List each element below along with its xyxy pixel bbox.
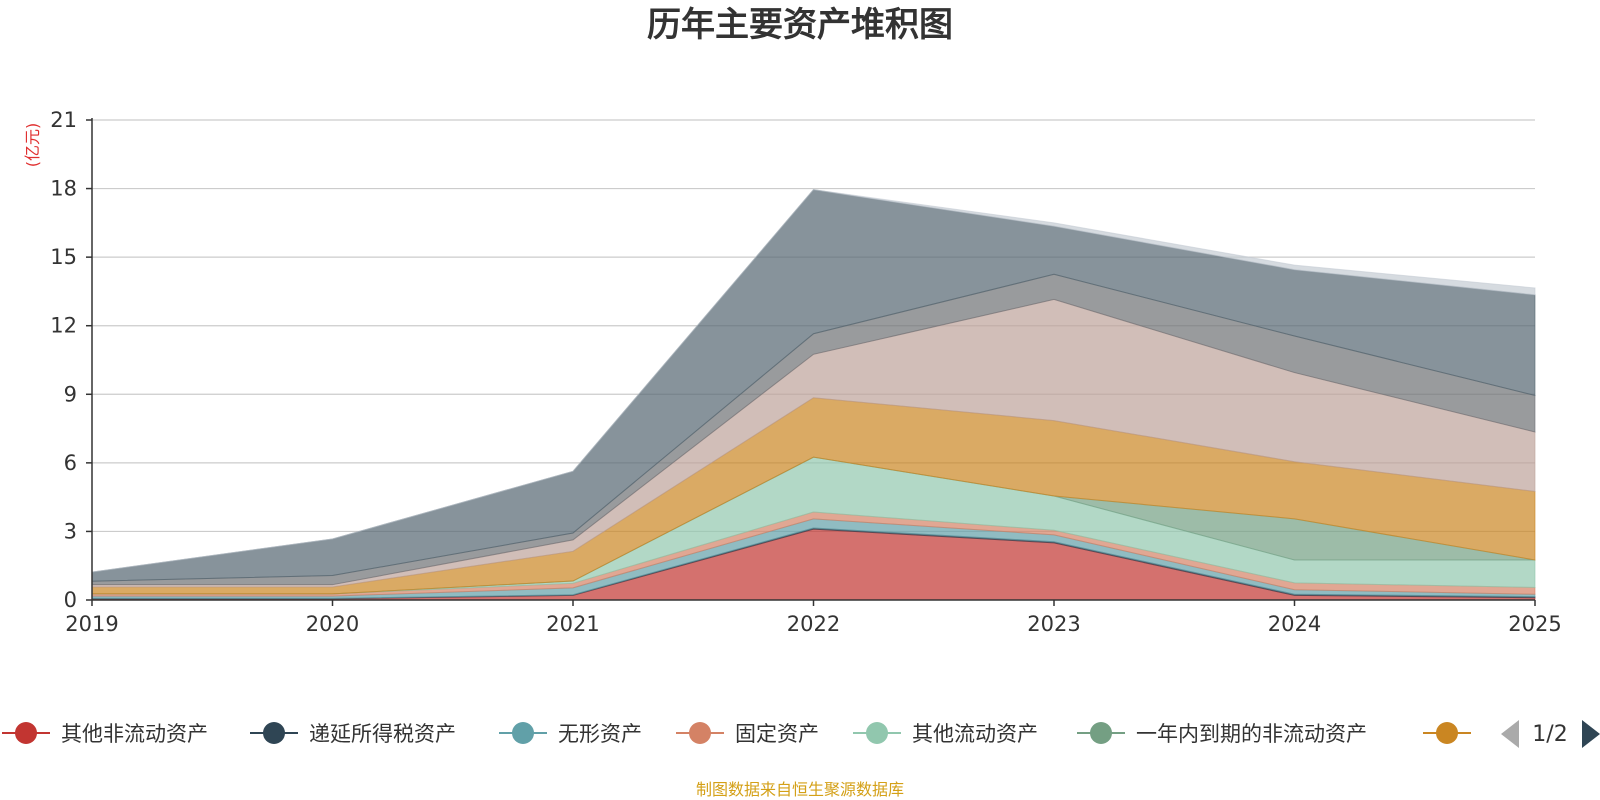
legend-label: 无形资产	[558, 722, 642, 746]
y-tick-label: 15	[50, 245, 77, 269]
area-series-layer	[91, 189, 1536, 601]
x-tick-label: 2020	[306, 612, 359, 636]
legend-marker	[1436, 722, 1458, 744]
y-tick-label: 12	[50, 314, 77, 338]
x-tick-label: 2021	[546, 612, 599, 636]
legend-item-3[interactable]: 无形资产	[499, 722, 642, 746]
legend-marker	[1090, 722, 1112, 744]
legend-item-2[interactable]: 递延所得税资产	[250, 722, 456, 746]
legend: 其他非流动资产 递延所得税资产 无形资产 固定资产 其他流动资产 一年内到期的非流动资产 1…	[2, 720, 1600, 748]
data-source-note: 制图数据来自恒生聚源数据库	[696, 780, 904, 799]
legend-label: 其他流动资产	[912, 722, 1038, 746]
legend-item-1[interactable]: 其他非流动资产	[2, 722, 208, 746]
legend-page-indicator: 1/2	[1532, 722, 1567, 747]
legend-label: 递延所得税资产	[309, 722, 456, 746]
x-tick-label: 2019	[65, 612, 118, 636]
legend-marker	[15, 722, 37, 744]
legend-marker	[512, 722, 534, 744]
x-tick-label: 2023	[1027, 612, 1080, 636]
y-tick-label: 21	[50, 108, 77, 132]
y-tick-label: 6	[64, 451, 77, 475]
x-tick-label: 2024	[1268, 612, 1321, 636]
area-series-11[interactable]	[91, 189, 1536, 573]
legend-marker	[689, 722, 711, 744]
y-axis-unit-label: (亿元)	[23, 123, 42, 168]
legend-label: 一年内到期的非流动资产	[1136, 722, 1367, 746]
x-tick-label: 2022	[787, 612, 840, 636]
legend-marker	[263, 722, 285, 744]
y-tick-label: 9	[64, 382, 77, 406]
y-tick-label: 3	[64, 519, 77, 543]
legend-item-4[interactable]: 固定资产	[676, 722, 819, 746]
axes: 0 3 6 9 12 15 18 21 2019 2020 2021 2022 2023 2024 2025	[50, 108, 1561, 636]
legend-label: 固定资产	[735, 722, 819, 746]
legend-prev-page-icon[interactable]	[1501, 720, 1519, 748]
chart-title: 历年主要资产堆积图	[647, 5, 953, 45]
legend-item-7[interactable]	[1423, 722, 1471, 744]
legend-next-page-icon[interactable]	[1582, 720, 1600, 748]
y-tick-label: 0	[64, 588, 77, 612]
legend-item-5[interactable]: 其他流动资产	[853, 722, 1038, 746]
x-tick-label: 2025	[1508, 612, 1561, 636]
y-tick-label: 18	[50, 177, 77, 201]
legend-item-6[interactable]: 一年内到期的非流动资产	[1077, 722, 1367, 746]
legend-label: 其他非流动资产	[61, 722, 208, 746]
legend-marker	[866, 722, 888, 744]
